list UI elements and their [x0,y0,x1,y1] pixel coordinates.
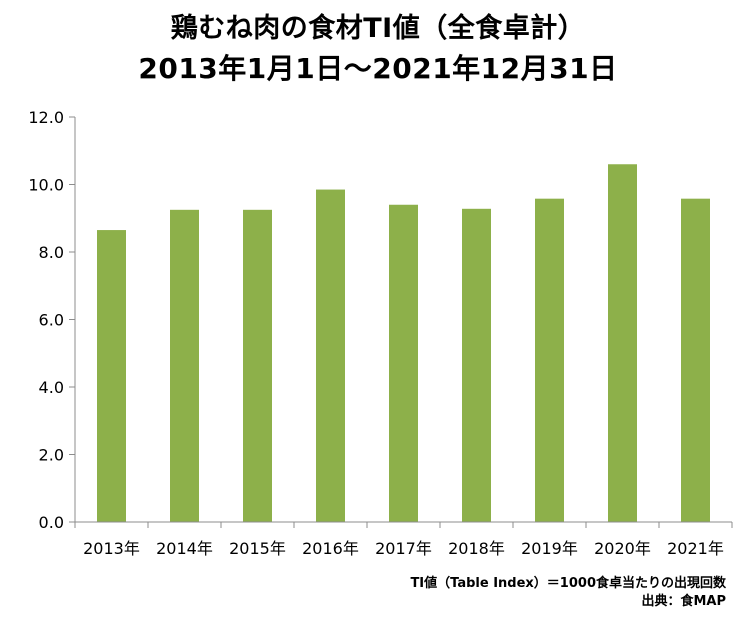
chart-title: 鶏むね肉の食材TI値（全食卓計） [170,13,586,44]
bar [681,198,710,523]
source-note: 出典：食MAP [641,594,726,609]
bars [97,164,710,523]
bar [462,208,491,523]
bar [170,209,199,522]
bar [97,230,126,522]
y-tick-label: 4.0 [39,378,64,397]
bar [243,209,272,522]
y-tick-label: 0.0 [39,513,64,532]
y-axis: 0.0 2.0 4.0 6.0 8.0 10.0 12.0 [28,108,76,532]
y-tick-label: 12.0 [28,108,64,127]
x-tick-label: 2016年 [302,539,359,558]
bar [535,198,564,523]
y-tick-label: 2.0 [39,446,64,465]
x-tick-label: 2020年 [594,539,651,558]
y-tick-label: 6.0 [39,311,64,330]
ti-definition-note: TI値（Table Index）＝1000食卓当たりの出現回数 [410,576,726,591]
x-tick-label: 2019年 [521,539,578,558]
y-tick-label: 10.0 [28,176,64,195]
x-tick-label: 2015年 [229,539,286,558]
x-tick-label: 2013年 [83,539,140,558]
x-axis: 2013年 2014年 2015年 2016年 2017年 2018年 2019年 2020年… [74,521,733,558]
bar [316,189,345,522]
chart-subtitle-period: 2013年1月1日～2021年12月31日 [138,52,618,85]
x-tick-label: 2017年 [375,539,432,558]
bar [608,164,637,522]
bar [389,204,418,522]
x-tick-label: 2021年 [667,539,724,558]
x-tick-label: 2018年 [448,539,505,558]
y-tick-label: 8.0 [39,243,64,262]
x-tick-label: 2014年 [156,539,213,558]
